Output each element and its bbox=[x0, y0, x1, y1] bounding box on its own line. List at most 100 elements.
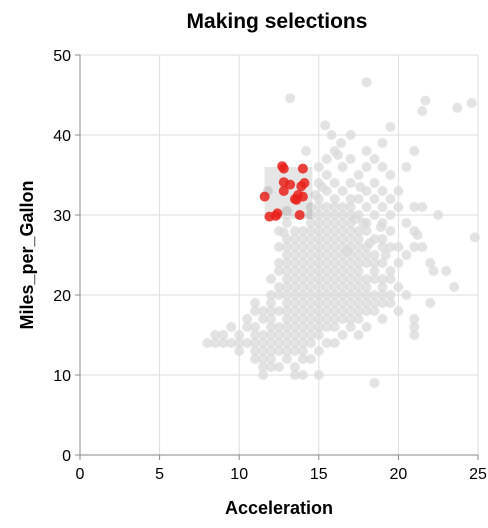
data-point bbox=[354, 170, 364, 180]
data-point bbox=[417, 106, 427, 116]
y-tick-label: 40 bbox=[53, 128, 71, 145]
data-point bbox=[279, 228, 289, 238]
y-tick-label: 0 bbox=[62, 448, 71, 465]
chart-title: Making selections bbox=[187, 10, 368, 33]
data-point bbox=[274, 362, 284, 372]
y-tick-label: 50 bbox=[53, 48, 71, 65]
selected-data-point bbox=[299, 178, 309, 188]
selected-data-point bbox=[295, 210, 305, 220]
data-point bbox=[234, 330, 244, 340]
data-point bbox=[376, 222, 386, 232]
data-point bbox=[401, 250, 411, 260]
data-point bbox=[266, 274, 276, 284]
data-point bbox=[354, 330, 364, 340]
data-point bbox=[467, 98, 477, 108]
data-point bbox=[290, 362, 300, 372]
data-point bbox=[365, 238, 375, 248]
data-point bbox=[370, 378, 380, 388]
data-point bbox=[452, 103, 462, 113]
data-point bbox=[322, 154, 332, 164]
data-point bbox=[338, 186, 348, 196]
data-point bbox=[282, 218, 292, 228]
x-tick-label: 20 bbox=[390, 466, 408, 483]
data-point bbox=[355, 182, 365, 192]
data-point bbox=[401, 290, 411, 300]
data-point bbox=[370, 154, 380, 164]
data-point bbox=[218, 330, 228, 340]
x-tick-label: 25 bbox=[469, 466, 487, 483]
data-point bbox=[314, 370, 324, 380]
data-point bbox=[393, 202, 403, 212]
data-point bbox=[441, 266, 451, 276]
data-point bbox=[433, 210, 443, 220]
data-point bbox=[377, 234, 387, 244]
data-point bbox=[385, 194, 395, 204]
data-point bbox=[393, 242, 403, 252]
data-point bbox=[377, 314, 387, 324]
data-point bbox=[338, 330, 348, 340]
data-point bbox=[234, 346, 244, 356]
data-point bbox=[346, 178, 356, 188]
x-axis-title: Acceleration bbox=[225, 498, 333, 518]
data-point bbox=[417, 202, 427, 212]
selected-data-point bbox=[272, 208, 282, 218]
data-point bbox=[338, 162, 348, 172]
data-point bbox=[370, 178, 380, 188]
data-point bbox=[385, 290, 395, 300]
data-point bbox=[401, 162, 411, 172]
data-point bbox=[346, 154, 356, 164]
data-point bbox=[370, 194, 380, 204]
data-point bbox=[330, 338, 340, 348]
x-tick-label: 10 bbox=[230, 466, 248, 483]
data-point bbox=[362, 162, 372, 172]
x-tick-label: 0 bbox=[76, 466, 85, 483]
data-point bbox=[377, 162, 387, 172]
data-point bbox=[377, 138, 387, 148]
data-point bbox=[385, 122, 395, 132]
data-point bbox=[358, 218, 368, 228]
data-point bbox=[250, 298, 260, 308]
data-point bbox=[336, 138, 346, 148]
data-point bbox=[362, 146, 372, 156]
selected-data-point bbox=[298, 164, 308, 174]
data-point bbox=[377, 186, 387, 196]
y-tick-label: 10 bbox=[53, 368, 71, 385]
x-tick-label: 5 bbox=[155, 466, 164, 483]
data-point bbox=[449, 282, 459, 292]
data-point bbox=[346, 130, 356, 140]
grid-layer bbox=[80, 55, 478, 455]
data-point bbox=[413, 230, 423, 240]
data-point bbox=[417, 242, 427, 252]
selected-data-point bbox=[293, 190, 303, 200]
data-point bbox=[470, 232, 480, 242]
selected-data-point bbox=[285, 180, 295, 190]
data-point bbox=[301, 146, 311, 156]
selected-data-point bbox=[279, 164, 289, 174]
data-point bbox=[420, 96, 430, 106]
data-point bbox=[362, 77, 372, 87]
data-point bbox=[317, 182, 327, 192]
data-point bbox=[314, 346, 324, 356]
data-point bbox=[393, 186, 403, 196]
points-layer bbox=[202, 77, 479, 388]
data-point bbox=[385, 170, 395, 180]
data-point bbox=[314, 162, 324, 172]
data-point bbox=[322, 170, 332, 180]
data-point bbox=[306, 354, 316, 364]
data-point bbox=[385, 210, 395, 220]
data-point bbox=[370, 250, 380, 260]
y-axis-title: Miles_per_Gallon bbox=[17, 180, 37, 329]
y-tick-label: 20 bbox=[53, 288, 71, 305]
data-point bbox=[342, 246, 352, 256]
selected-data-point bbox=[260, 192, 270, 202]
data-point bbox=[250, 322, 260, 332]
data-point bbox=[370, 210, 380, 220]
data-point bbox=[298, 370, 308, 380]
data-point bbox=[401, 218, 411, 228]
data-point bbox=[354, 194, 364, 204]
data-point bbox=[362, 322, 372, 332]
data-point bbox=[393, 282, 403, 292]
data-point bbox=[381, 250, 391, 260]
data-point bbox=[330, 178, 340, 188]
